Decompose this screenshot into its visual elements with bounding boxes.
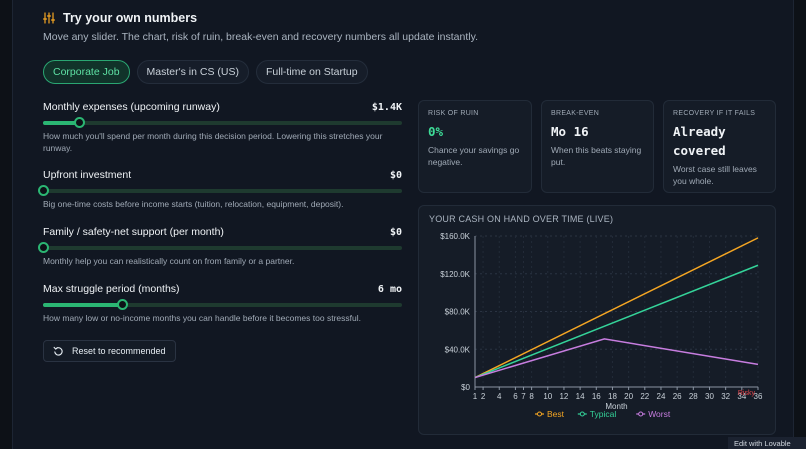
- page-title: Try your own numbers: [63, 11, 198, 25]
- y-tick-label: $0: [461, 383, 470, 392]
- slider-thumb[interactable]: [73, 117, 85, 128]
- slider-thumb[interactable]: [38, 185, 49, 196]
- slider-track[interactable]: [38, 185, 402, 196]
- slider-thumb[interactable]: [38, 242, 49, 253]
- card-value-line2: covered: [673, 143, 726, 158]
- slider-track[interactable]: [38, 242, 402, 253]
- x-tick-label: 4: [497, 392, 502, 401]
- x-tick-label: 8: [529, 392, 534, 401]
- slider-monthly-expenses: Monthly expenses (upcoming runway) $1.4K…: [43, 101, 402, 154]
- card-label: BREAK-EVEN: [551, 110, 600, 117]
- x-tick-label: 16: [592, 392, 601, 401]
- x-tick-label: 7: [521, 392, 526, 401]
- x-axis-label: Month: [605, 402, 627, 411]
- slider-label: Max struggle period (months): [43, 283, 180, 295]
- x-tick-label: 36: [754, 392, 763, 401]
- slider-max-struggle: Max struggle period (months) 6 mo How ma…: [43, 283, 402, 324]
- x-tick-label: 6: [513, 392, 518, 401]
- y-tick-label: $40.0K: [445, 345, 471, 354]
- cash-chart-card: YOUR CASH ON HAND OVER TIME (LIVE) $0 $40…: [418, 205, 776, 435]
- risk-of-ruin-card: RISK OF RUIN 0% Chance your savings go n…: [418, 100, 532, 193]
- legend-label: Best: [547, 409, 565, 419]
- x-tick-label: 26: [673, 392, 682, 401]
- page-subtitle: Move any slider. The chart, risk of ruin…: [43, 31, 478, 43]
- tab-full-time-startup[interactable]: Full-time on Startup: [255, 60, 368, 84]
- y-tick-label: $120.0K: [440, 270, 470, 279]
- slider-fill: [43, 303, 122, 307]
- slider-label: Upfront investment: [43, 169, 132, 181]
- legend-marker: [638, 411, 644, 417]
- card-desc: Chance your savings go negative.: [428, 145, 520, 167]
- x-tick-label: 10: [543, 392, 552, 401]
- x-tick-label: 12: [559, 392, 568, 401]
- x-tick-label: 14: [576, 392, 585, 401]
- series-line-typical: [474, 264, 759, 379]
- badge-text: Edit with Lovable: [734, 438, 791, 448]
- card-value: Mo 16: [551, 124, 589, 139]
- x-tick-label: 32: [721, 392, 730, 401]
- legend-label: Worst: [648, 409, 671, 419]
- tab-masters-cs[interactable]: Master's in CS (US): [136, 60, 249, 84]
- slider-help: Monthly help you can realistically count…: [43, 256, 295, 266]
- x-tick-label: 28: [689, 392, 698, 401]
- slider-value: 6 mo: [377, 283, 402, 295]
- y-tick-label: $80.0K: [445, 308, 471, 317]
- x-tick-label: 18: [608, 392, 617, 401]
- legend-marker: [579, 411, 585, 417]
- sliders-icon: [43, 12, 55, 24]
- risky-annotation: Risky: [738, 390, 756, 397]
- card-desc: When this beats staying put.: [551, 145, 642, 167]
- edit-with-lovable-badge[interactable]: Edit with Lovable: [728, 437, 806, 449]
- x-tick-label: 1: [473, 392, 478, 401]
- card-value: 0%: [428, 124, 444, 139]
- card-label: RISK OF RUIN: [428, 110, 479, 117]
- slider-thumb[interactable]: [116, 299, 128, 310]
- slider-track[interactable]: [43, 117, 402, 128]
- x-tick-label: 22: [640, 392, 649, 401]
- card-value: Already covered: [673, 122, 766, 160]
- legend-label: Typical: [590, 409, 617, 419]
- slider-help: How many low or no-income months you can…: [43, 313, 361, 323]
- slider-value: $0: [389, 226, 402, 238]
- x-tick-label: 20: [624, 392, 633, 401]
- series-line-best: [474, 237, 759, 379]
- chart-title: YOUR CASH ON HAND OVER TIME (LIVE): [429, 214, 614, 224]
- x-tick-label: 34: [737, 392, 746, 401]
- reset-icon: [53, 346, 63, 356]
- break-even-card: BREAK-EVEN Mo 16 When this beats staying…: [541, 100, 654, 193]
- y-tick-label: $160.0K: [440, 232, 470, 241]
- x-tick-label: 2: [481, 392, 486, 401]
- slider-track[interactable]: [43, 299, 402, 310]
- card-label: RECOVERY IF IT FAILS: [673, 110, 756, 117]
- slider-value: $0: [389, 169, 402, 181]
- slider-label: Monthly expenses (upcoming runway): [43, 101, 220, 113]
- tab-corporate-job[interactable]: Corporate Job: [43, 60, 130, 84]
- x-tick-label: 24: [657, 392, 666, 401]
- section-header: Try your own numbers: [43, 11, 197, 25]
- main-panel: Try your own numbers Move any slider. Th…: [12, 0, 794, 449]
- series-line-worst: [474, 338, 759, 379]
- cash-chart: $0$40.0K$80.0K$120.0K$160.0K1 2 4 6 7 8 10 12 14…: [440, 232, 763, 419]
- slider-fill: [43, 121, 79, 125]
- slider-value: $1.4K: [371, 101, 402, 113]
- card-desc: Worst case still leaves you whole.: [673, 164, 757, 186]
- legend-marker: [537, 411, 542, 417]
- slider-help: How much you'll spend per month during t…: [43, 131, 383, 153]
- slider-family-support: Family / safety-net support (per month) …: [38, 226, 402, 267]
- card-value-line1: Already: [673, 124, 726, 139]
- recovery-card: RECOVERY IF IT FAILS Already covered Wor…: [663, 100, 776, 193]
- slider-upfront-investment: Upfront investment $0 Big one-time costs…: [38, 169, 402, 210]
- reset-button[interactable]: Reset to recommended: [43, 340, 176, 362]
- scenario-tabs: Corporate Job Master's in CS (US) Full-t…: [43, 60, 368, 84]
- reset-label: Reset to recommended: [72, 346, 166, 356]
- x-tick-label: 30: [705, 392, 714, 401]
- slider-help: Big one-time costs before income starts …: [43, 199, 344, 209]
- slider-label: Family / safety-net support (per month): [43, 226, 224, 238]
